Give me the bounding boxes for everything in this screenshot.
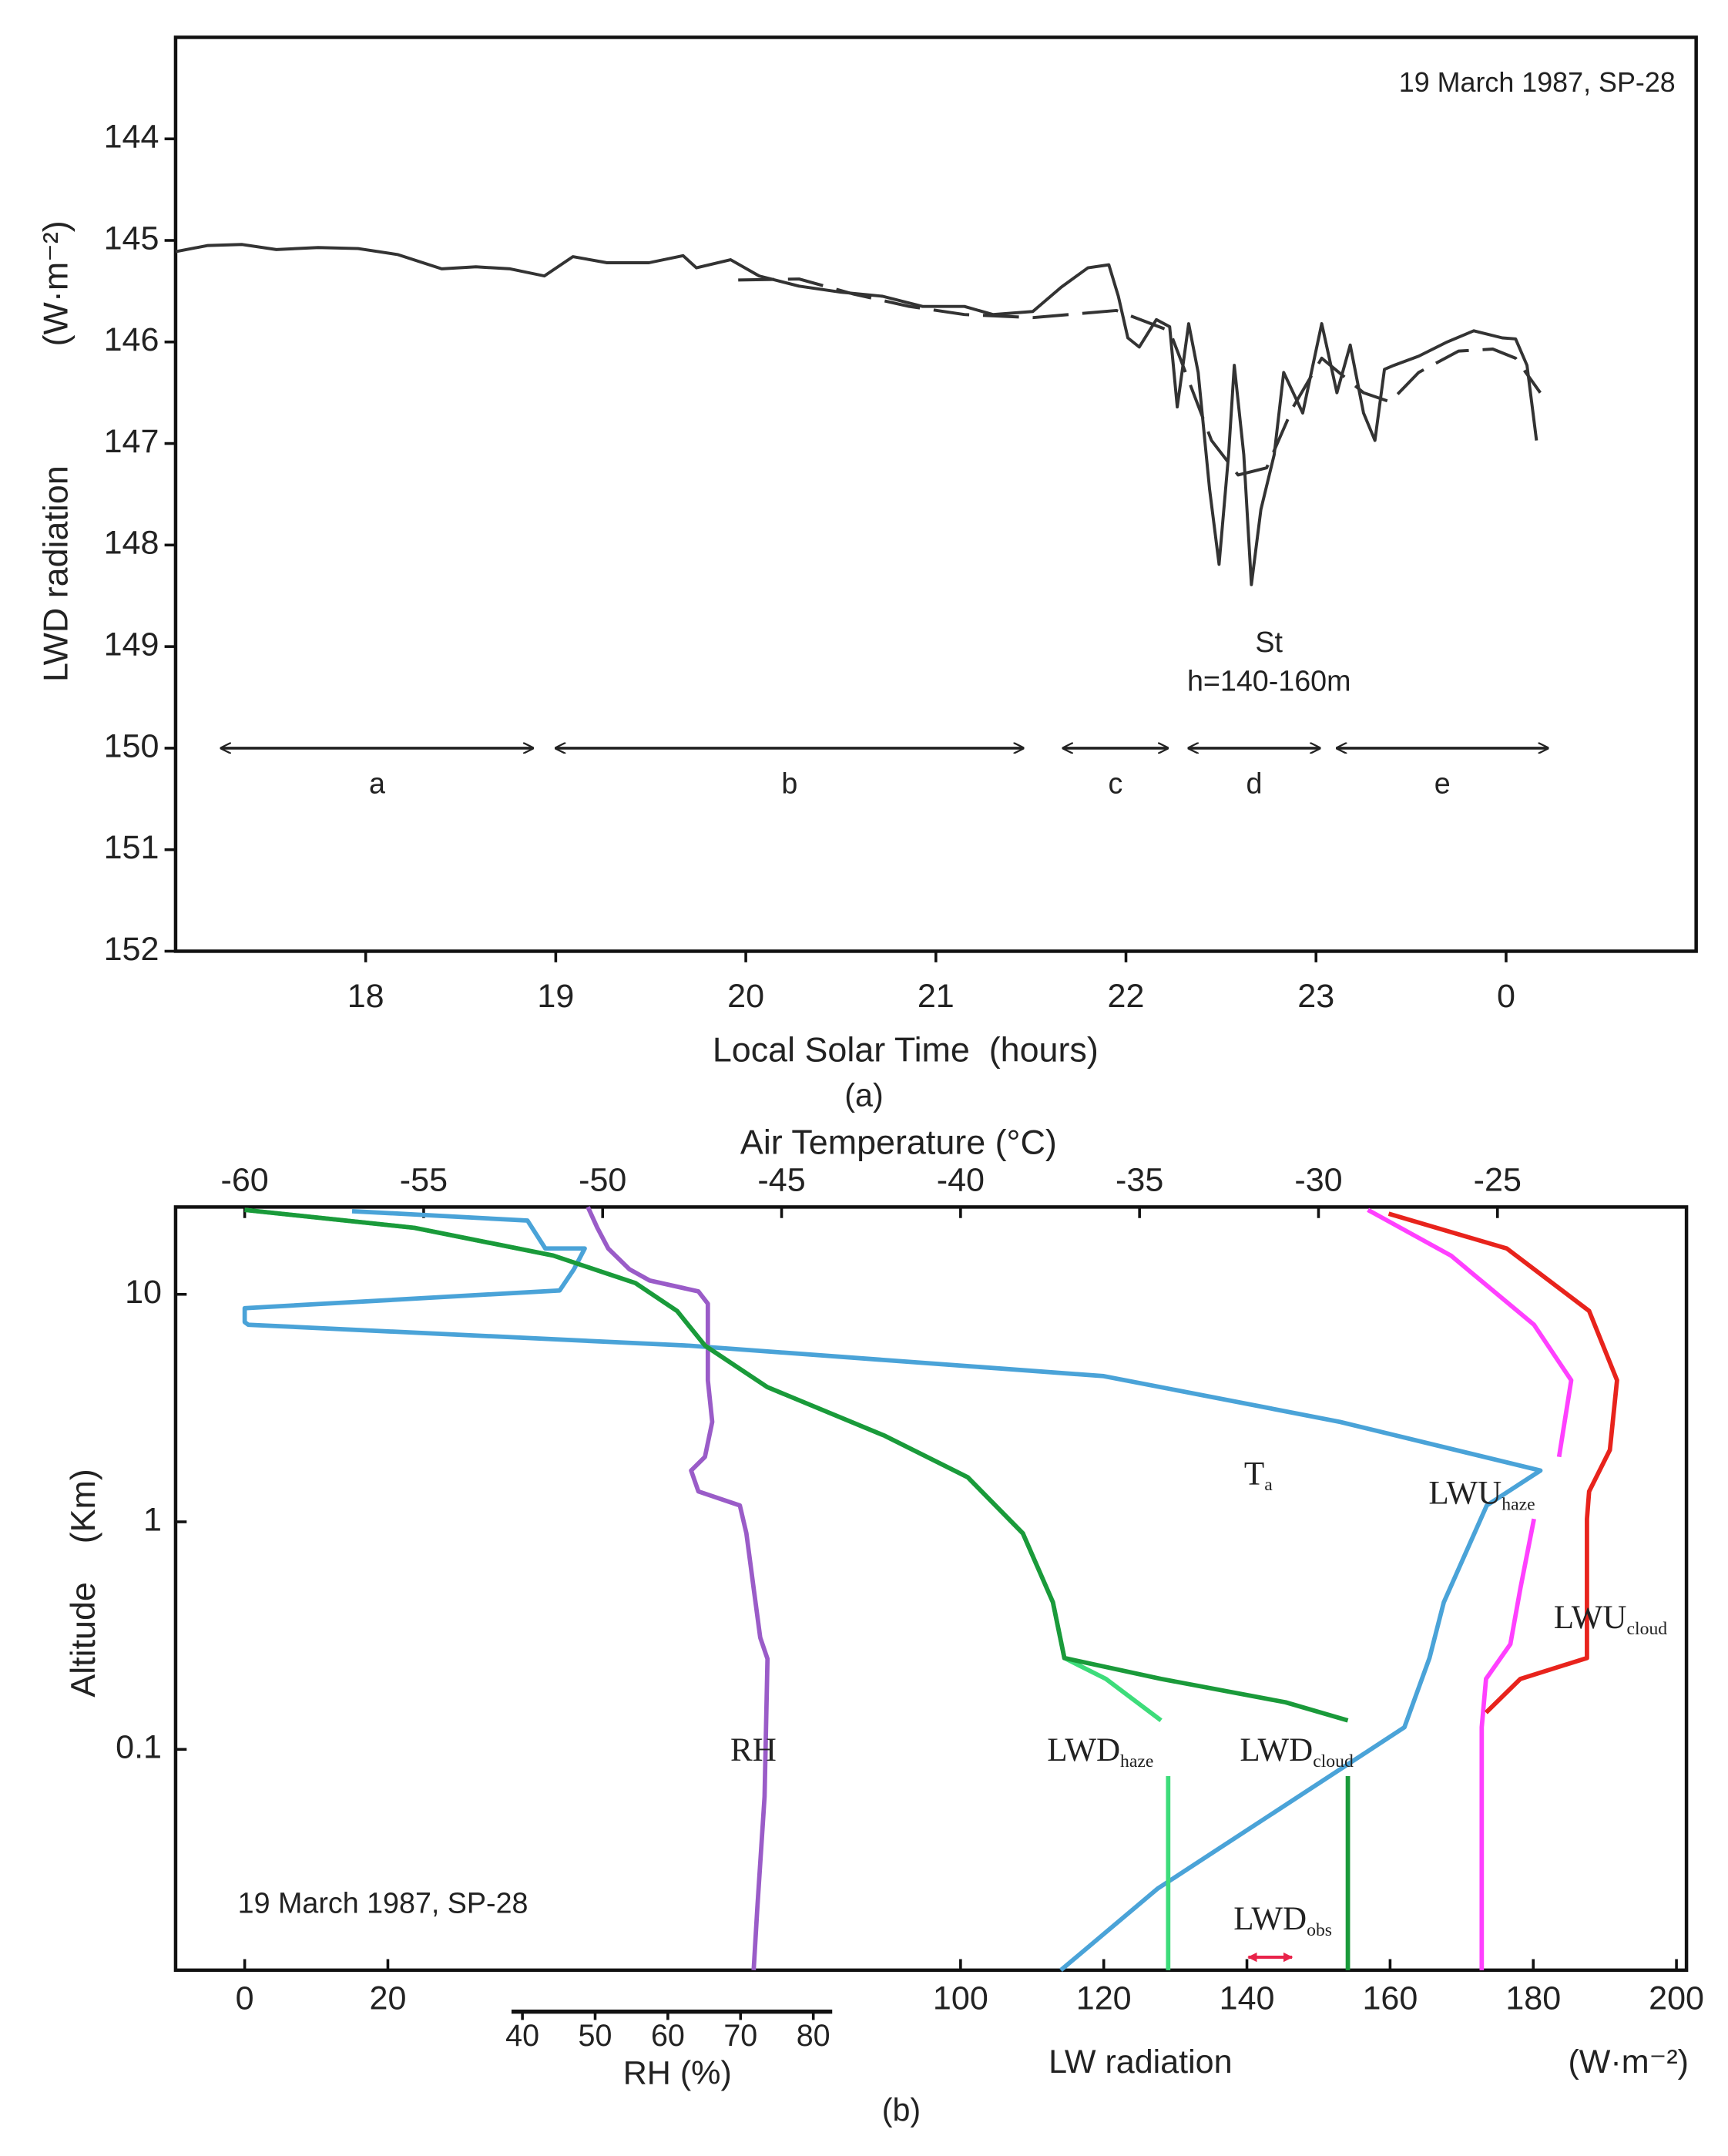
x2-tick-label: -55 (400, 1161, 448, 1198)
x-tick-label: 140 (1220, 1980, 1275, 2017)
profile-line (244, 1207, 1351, 1970)
label-main: LWU (1428, 1475, 1502, 1511)
y-tick-label: 151 (104, 829, 159, 866)
y-tick-label: 152 (104, 931, 159, 968)
y-axis-unit: (W·m⁻²) (35, 220, 75, 346)
label-main: LWD (1240, 1732, 1313, 1768)
x-tick-label: 20 (370, 1980, 407, 2017)
x3-tick-label: 50 (579, 2019, 612, 2053)
y-tick-label: 149 (104, 626, 159, 663)
y-tick-label: 150 (104, 727, 159, 764)
data-line (175, 243, 1538, 586)
x-axis-label: LW radiation (1049, 2043, 1232, 2080)
x-tick-label: 20 (727, 978, 764, 1015)
x2-tick-label: -50 (579, 1161, 626, 1198)
y-axis-label: LWD radiation (35, 465, 75, 682)
label-sub: cloud (1627, 1619, 1668, 1639)
y-tick-label: 1 (143, 1501, 162, 1538)
x-tick-label: 21 (918, 978, 955, 1015)
period-label: c (1109, 767, 1123, 799)
x-tick-label: 23 (1297, 978, 1334, 1015)
plot-frame (173, 35, 1698, 953)
label-main: T (1244, 1456, 1264, 1492)
y-tick-label: 148 (104, 525, 159, 562)
label-main: LWD (1047, 1732, 1120, 1768)
profile-line (1387, 1211, 1619, 1714)
label-sub: a (1264, 1476, 1273, 1496)
label-main: RH (730, 1732, 777, 1768)
period-label: b (781, 767, 797, 799)
x-tick-label: 22 (1108, 978, 1145, 1015)
series-label: LWDhaze (1047, 1732, 1153, 1771)
y-tick-label: 147 (104, 423, 159, 460)
series-label: Ta (1244, 1456, 1273, 1495)
observation-label: LWDobs (1233, 1901, 1332, 1940)
plot-frame (173, 1205, 1689, 1973)
x-tick-label: 160 (1362, 1980, 1418, 2017)
x2-tick-label: -30 (1294, 1161, 1342, 1198)
series-label: LWUhaze (1428, 1475, 1535, 1514)
label-sub: haze (1120, 1752, 1153, 1772)
x-tick-label: 180 (1505, 1980, 1561, 2017)
y-tick-label: 144 (104, 119, 159, 156)
cloud-label: St (1255, 626, 1283, 658)
series-label: RH (730, 1732, 777, 1768)
x2-tick-label: -40 (937, 1161, 985, 1198)
x3-tick-label: 70 (723, 2019, 757, 2053)
x-tick-label: 0 (236, 1980, 254, 2017)
caption: (a) (844, 1078, 883, 1113)
x-axis-label: Local Solar Time (hours) (713, 1029, 1099, 1069)
x3-tick-label: 60 (651, 2019, 685, 2053)
data-line (738, 277, 1542, 477)
x2-tick-label: -35 (1116, 1161, 1163, 1198)
label-sub: haze (1502, 1495, 1535, 1515)
period-label: e (1434, 767, 1451, 799)
period-label: a (369, 767, 385, 799)
label-sub: obs (1307, 1920, 1332, 1940)
cloud-height: h=140-160m (1187, 664, 1351, 697)
label-sub: cloud (1313, 1752, 1354, 1772)
label-main: LWD (1233, 1901, 1307, 1937)
y-axis-label: Altitude (Km) (63, 1469, 102, 1698)
x2-axis-label: Air Temperature (°C) (740, 1123, 1057, 1162)
period-label: d (1247, 767, 1263, 799)
x-tick-label: 18 (347, 978, 384, 1015)
y-tick-label: 146 (104, 321, 159, 358)
x-tick-label: 120 (1076, 1980, 1132, 2017)
x-tick-label: 200 (1649, 1980, 1704, 2017)
y-tick-label: 145 (104, 220, 159, 257)
profile-line (242, 1208, 1543, 1973)
profile-line (1367, 1207, 1574, 1970)
annotation: 19 March 1987, SP-28 (1399, 67, 1676, 98)
y-tick-label: 0.1 (116, 1729, 162, 1766)
series-label: LWDcloud (1240, 1732, 1354, 1771)
caption: (b) (882, 2093, 921, 2128)
x3-tick-label: 80 (797, 2019, 830, 2053)
x-tick-label: 19 (537, 978, 574, 1015)
annotation: 19 March 1987, SP-28 (238, 1886, 528, 1919)
y-tick-label: 10 (125, 1274, 162, 1311)
x-tick-label: 0 (1497, 978, 1515, 1015)
x3-axis-label: RH (%) (623, 2055, 732, 2092)
x3-tick-label: 40 (505, 2019, 539, 2053)
x2-tick-label: -45 (757, 1161, 805, 1198)
series-label: LWUcloud (1554, 1600, 1668, 1639)
x2-tick-label: -25 (1474, 1161, 1522, 1198)
x-axis-unit: (W·m⁻²) (1568, 2043, 1689, 2080)
x2-tick-label: -60 (221, 1161, 269, 1198)
label-main: LWU (1554, 1600, 1627, 1636)
x-tick-label: 100 (933, 1980, 988, 2017)
profile-line (586, 1206, 770, 1971)
